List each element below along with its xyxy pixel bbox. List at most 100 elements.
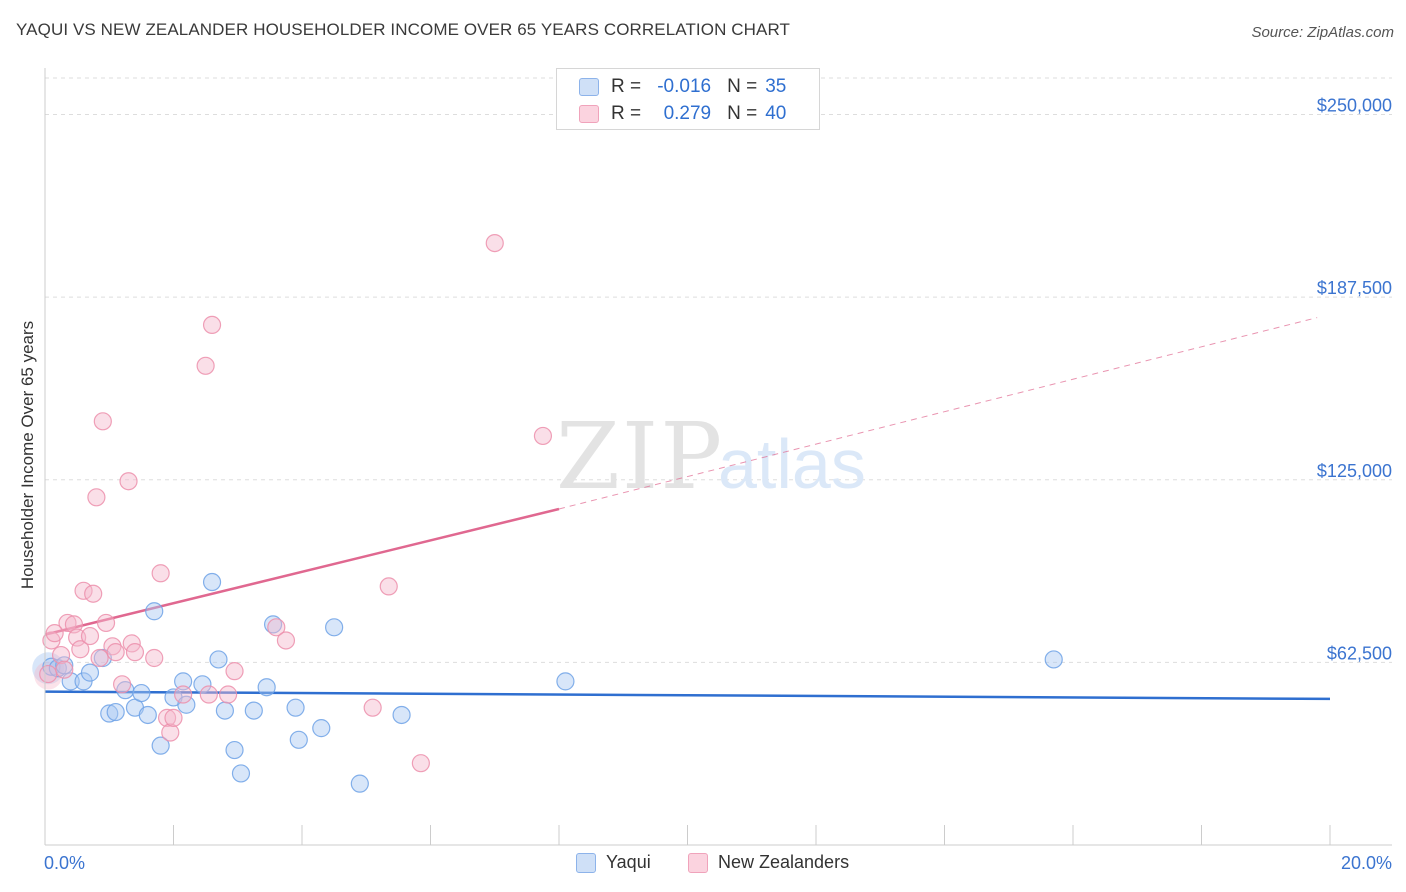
data-point-new-zealander — [51, 645, 71, 665]
data-point-new-zealander — [174, 685, 193, 704]
data-point-new-zealander — [90, 648, 109, 668]
data-point-yaqui — [132, 683, 151, 703]
data-point-yaqui — [138, 705, 157, 725]
axis-layer: $62,500 $125,000 $187,500 $250,000 — [44, 68, 1392, 846]
legend-n-label: N = — [727, 103, 758, 124]
data-point-new-zealander — [39, 664, 58, 684]
data-point-new-zealander — [103, 637, 122, 656]
data-point-new-zealander — [533, 426, 553, 446]
x-tick-label-max: 20.0% — [1340, 853, 1392, 873]
data-point-new-zealander — [225, 662, 244, 681]
data-point-new-zealander — [219, 685, 238, 704]
data-point-new-zealander — [125, 643, 145, 662]
series-legend-swatch-yaqui — [576, 852, 596, 873]
data-point-new-zealander — [112, 675, 132, 694]
data-point-yaqui — [106, 702, 125, 722]
points-layer — [32, 233, 1063, 793]
y-tick-label: $187,500 — [1317, 278, 1392, 298]
data-point-yaqui — [100, 704, 119, 723]
data-point-yaqui — [80, 663, 100, 682]
data-point-yaqui — [257, 678, 276, 697]
data-point-yaqui — [1044, 650, 1063, 669]
data-point-new-zealander — [202, 315, 222, 335]
data-point-new-zealander — [58, 613, 77, 633]
series-legend-label-new-zealanders: New Zealanders — [718, 852, 850, 872]
data-point-new-zealander — [106, 643, 125, 662]
data-point-yaqui — [289, 730, 308, 749]
correlation-legend: R = -0.016 N = 35 R = 0.279 N = 40 — [556, 68, 820, 130]
trend-line-yaqui — [44, 690, 1331, 701]
legend-swatch-yaqui — [579, 78, 599, 96]
data-point-new-zealander — [55, 660, 74, 679]
trend-line-new-zealanders-extrapolated — [558, 317, 1318, 510]
y-axis-label: Householder Income Over 65 years — [18, 320, 37, 590]
data-point-new-zealander — [485, 233, 504, 253]
data-point-new-zealander — [411, 754, 430, 773]
data-point-yaqui — [55, 656, 74, 675]
data-point-new-zealander — [93, 412, 112, 431]
y-tick-label: $250,000 — [1317, 96, 1392, 116]
data-point-new-zealander — [164, 708, 183, 727]
legend-r-value: -0.016 — [657, 76, 712, 97]
watermark-zip: ZIP — [556, 403, 724, 510]
series-legend-swatch-new-zealanders — [688, 852, 708, 873]
data-point-yaqui — [145, 602, 164, 621]
legend-row-yaqui: R = -0.016 N = 35 — [579, 75, 786, 99]
data-point-yaqui — [225, 740, 244, 760]
legend-r-value: 0.279 — [663, 103, 712, 124]
data-point-new-zealander — [151, 564, 170, 583]
data-point-new-zealander — [145, 648, 164, 668]
data-point-new-zealander — [96, 613, 116, 633]
legend-n-label: N = — [727, 76, 758, 97]
data-point-yaqui — [312, 719, 331, 738]
source-label: Source: ZipAtlas.com — [1251, 24, 1394, 41]
chart-title: YAQUI VS NEW ZEALANDER HOUSEHOLDER INCOM… — [16, 20, 791, 39]
data-point-yaqui — [177, 695, 196, 714]
data-point-new-zealander — [71, 640, 90, 659]
series-legend-label-yaqui: Yaqui — [606, 852, 651, 872]
data-point-yaqui — [231, 764, 251, 783]
legend-swatch-new-zealanders — [579, 105, 599, 123]
data-point-yaqui — [209, 650, 228, 669]
data-point-new-zealander — [80, 626, 100, 646]
data-point-yaqui — [392, 705, 411, 725]
data-point-new-zealander — [379, 577, 398, 596]
data-point-yaqui — [350, 774, 369, 793]
data-point-yaqui — [325, 618, 344, 637]
legend-r-label: R = — [611, 103, 642, 124]
trend-layer — [44, 317, 1331, 701]
data-point-new-zealander — [45, 624, 64, 643]
data-point-yaqui — [215, 701, 234, 720]
data-point-new-zealander — [196, 356, 215, 375]
legend-n-value: 40 — [765, 103, 787, 124]
data-point-new-zealander — [87, 488, 106, 507]
data-point-new-zealander — [267, 618, 286, 637]
watermark-atlas: atlas — [718, 425, 866, 503]
y-tick-label: $62,500 — [1327, 643, 1392, 663]
series-legend-item-yaqui[interactable]: Yaqui — [576, 852, 651, 873]
series-legend-item-new-zealanders[interactable]: New Zealanders — [688, 852, 849, 873]
data-point-new-zealander — [276, 631, 296, 650]
data-point-yaqui — [151, 736, 170, 755]
data-point-yaqui — [174, 672, 193, 691]
data-point-yaqui — [202, 572, 222, 592]
series-legend: Yaqui New Zealanders — [0, 852, 1406, 878]
grid-layer — [45, 77, 1392, 663]
data-point-yaqui — [244, 701, 263, 720]
data-point-yaqui — [61, 672, 80, 691]
legend-r-label: R = — [611, 76, 642, 97]
x-tick-label-min: 0.0% — [44, 853, 86, 873]
data-point-new-zealander — [84, 584, 103, 603]
data-point-yaqui — [193, 675, 212, 694]
data-point-new-zealander — [119, 472, 138, 491]
data-point-new-zealander — [161, 723, 180, 742]
y-tick-label: $125,000 — [1317, 461, 1392, 481]
legend-row-new-zealanders: R = 0.279 N = 40 — [579, 102, 786, 126]
trend-line-new-zealanders — [44, 507, 560, 636]
data-point-yaqui — [556, 672, 575, 691]
data-point-new-zealander — [363, 698, 382, 717]
legend-n-value: 35 — [765, 76, 787, 97]
data-point-new-zealander — [199, 685, 218, 704]
data-point-yaqui — [286, 698, 305, 717]
